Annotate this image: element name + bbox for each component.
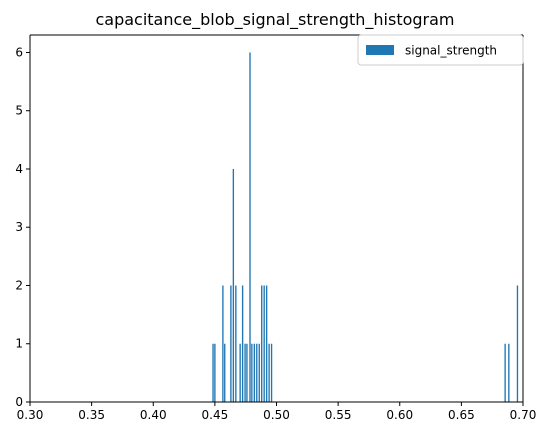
histogram-bar bbox=[516, 285, 519, 402]
histogram-bar bbox=[244, 343, 246, 402]
legend-label: signal_strength bbox=[405, 44, 497, 58]
histogram-bar bbox=[224, 343, 226, 402]
histogram-bar bbox=[222, 285, 224, 402]
legend-swatch bbox=[366, 45, 394, 55]
y-tick-label: 5 bbox=[15, 104, 23, 118]
legend-box bbox=[357, 34, 524, 66]
histogram-bar bbox=[265, 285, 268, 402]
x-tick-label: 0.55 bbox=[325, 408, 352, 422]
histogram-bar bbox=[214, 343, 216, 402]
histogram-bar bbox=[253, 343, 255, 402]
x-tick-label: 0.60 bbox=[386, 408, 413, 422]
x-tick-label: 0.30 bbox=[17, 408, 44, 422]
histogram-bar bbox=[246, 343, 248, 402]
histogram-bar bbox=[258, 343, 260, 402]
histogram-bar bbox=[261, 285, 263, 402]
histogram-bar bbox=[504, 343, 506, 402]
y-tick-label: 2 bbox=[15, 278, 23, 292]
y-tick-label: 3 bbox=[15, 220, 23, 234]
x-tick-label: 0.40 bbox=[140, 408, 167, 422]
histogram-bar bbox=[270, 343, 273, 402]
histogram-bar bbox=[232, 168, 235, 402]
x-tick-label: 0.35 bbox=[78, 408, 105, 422]
y-tick-label: 1 bbox=[15, 337, 23, 351]
histogram-bar bbox=[263, 285, 265, 402]
histogram-bar bbox=[249, 52, 251, 402]
histogram-bar bbox=[251, 343, 253, 402]
histogram-bar bbox=[239, 343, 241, 402]
chart-title: capacitance_blob_signal_strength_histogr… bbox=[95, 10, 454, 30]
x-tick-label: 0.50 bbox=[263, 408, 290, 422]
histogram-bar bbox=[268, 343, 270, 402]
y-tick-label: 0 bbox=[15, 395, 23, 409]
y-tick-label: 4 bbox=[15, 162, 23, 176]
histogram-bar bbox=[235, 285, 237, 402]
histogram-bar bbox=[508, 343, 510, 402]
x-tick-label: 0.70 bbox=[510, 408, 537, 422]
x-tick-label: 0.45 bbox=[202, 408, 229, 422]
histogram-bar bbox=[241, 285, 244, 402]
legend: signal_strength bbox=[357, 34, 524, 66]
x-tick-label: 0.65 bbox=[448, 408, 475, 422]
y-tick-label: 6 bbox=[15, 45, 23, 59]
histogram-bar bbox=[212, 343, 214, 402]
histogram-bar bbox=[230, 285, 232, 402]
bars-group bbox=[212, 52, 519, 402]
histogram-bar bbox=[256, 343, 258, 402]
